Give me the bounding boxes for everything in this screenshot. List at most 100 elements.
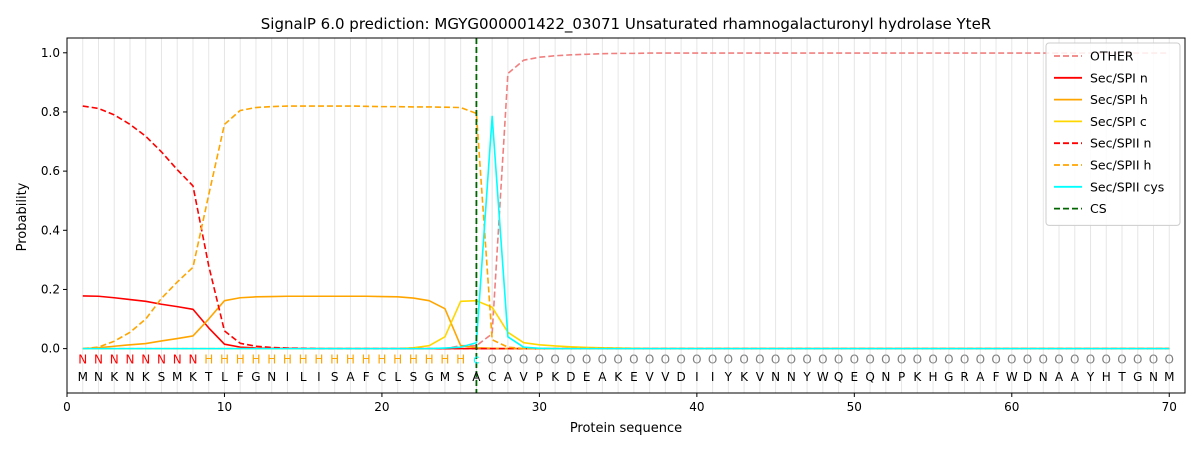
residue-label: F: [237, 370, 244, 384]
region-label: H: [362, 352, 371, 366]
region-label: O: [739, 352, 748, 366]
region-label: H: [267, 352, 276, 366]
region-label: O: [1086, 352, 1095, 366]
region-label: O: [724, 352, 733, 366]
y-tick-label: 0.2: [41, 282, 60, 296]
region-label: O: [897, 352, 906, 366]
region-label: O: [771, 352, 780, 366]
legend-entry: Sec/SPI c: [1090, 114, 1147, 129]
region-label: H: [409, 352, 418, 366]
residue-label: M: [172, 370, 182, 384]
legend-box: [1045, 42, 1181, 226]
residue-label: Y: [1086, 370, 1095, 384]
residue-label: G: [944, 370, 953, 384]
region-label: O: [1039, 352, 1048, 366]
region-label: O: [818, 352, 827, 366]
residue-label: T: [204, 370, 213, 384]
region-label: H: [314, 352, 323, 366]
region-label: O: [550, 352, 559, 366]
residue-label: D: [1023, 370, 1032, 384]
residue-label: G: [425, 370, 434, 384]
region-label: O: [960, 352, 969, 366]
residue-label: E: [851, 370, 859, 384]
y-axis-label: Probability: [15, 182, 30, 251]
region-label: O: [1149, 352, 1158, 366]
series-line-2: [82, 295, 1170, 350]
region-label: O: [1023, 352, 1032, 366]
chart-title: SignalP 6.0 prediction: MGYG000001422_03…: [261, 15, 991, 34]
residue-label: E: [630, 370, 638, 384]
y-tick-label: 0.4: [41, 223, 60, 237]
residue-label: I: [695, 370, 699, 384]
residue-label: L: [221, 370, 228, 384]
residue-label: R: [960, 370, 968, 384]
region-label: O: [1117, 352, 1126, 366]
region-label: O: [865, 352, 874, 366]
region-label: H: [299, 352, 308, 366]
residue-label: N: [267, 370, 276, 384]
residue-label: N: [771, 370, 780, 384]
residue-label: S: [410, 370, 418, 384]
y-tick-label: 0.6: [41, 164, 60, 178]
residue-label: V: [520, 370, 529, 384]
region-label: N: [110, 352, 119, 366]
y-tick-label: 0.8: [41, 105, 60, 119]
residue-label: L: [394, 370, 401, 384]
region-label: H: [220, 352, 229, 366]
residue-label: W: [1006, 370, 1018, 384]
region-label: O: [834, 352, 843, 366]
series-line-6: [82, 115, 1170, 350]
residue-label: T: [1117, 370, 1126, 384]
region-label: H: [346, 352, 355, 366]
residue-label: L: [300, 370, 307, 384]
series-line-4: [82, 105, 1170, 350]
region-label: O: [802, 352, 811, 366]
region-label: O: [487, 352, 496, 366]
region-label: N: [188, 352, 197, 366]
residue-label: K: [110, 370, 119, 384]
x-tick-label: 50: [847, 400, 862, 414]
legend-entry: Sec/SPI h: [1090, 92, 1148, 107]
region-label: H: [204, 352, 213, 366]
residue-label: Q: [865, 370, 874, 384]
region-label: O: [661, 352, 670, 366]
region-label: c: [473, 352, 480, 366]
residue-label: S: [158, 370, 166, 384]
region-label: O: [881, 352, 890, 366]
residue-label: N: [787, 370, 796, 384]
residue-label: K: [142, 370, 151, 384]
region-label: H: [425, 352, 434, 366]
residue-label: P: [536, 370, 543, 384]
region-label: O: [598, 352, 607, 366]
region-label: N: [173, 352, 182, 366]
residue-label: P: [898, 370, 905, 384]
residue-label: Y: [802, 370, 811, 384]
x-tick-label: 20: [374, 400, 389, 414]
residue-label: K: [189, 370, 198, 384]
region-label: O: [613, 352, 622, 366]
x-tick-label: 70: [1162, 400, 1177, 414]
region-label: H: [456, 352, 465, 366]
series-line-5: [82, 105, 1170, 350]
region-label: O: [535, 352, 544, 366]
residue-label: V: [756, 370, 765, 384]
residue-label: S: [331, 370, 339, 384]
region-label: O: [582, 352, 591, 366]
series-line-1: [82, 295, 1170, 350]
series-line-0: [82, 52, 1170, 350]
residue-label: A: [346, 370, 355, 384]
x-tick-label: 40: [689, 400, 704, 414]
residue-label: M: [1164, 370, 1174, 384]
region-label: O: [1102, 352, 1111, 366]
residue-label: K: [551, 370, 560, 384]
region-label: H: [377, 352, 386, 366]
residue-label: V: [646, 370, 655, 384]
region-label: O: [503, 352, 512, 366]
residue-label: G: [251, 370, 260, 384]
residue-label: K: [614, 370, 623, 384]
residue-label: V: [661, 370, 670, 384]
region-label: O: [519, 352, 528, 366]
residue-label: I: [711, 370, 715, 384]
residue-label: C: [488, 370, 496, 384]
region-label: O: [976, 352, 985, 366]
